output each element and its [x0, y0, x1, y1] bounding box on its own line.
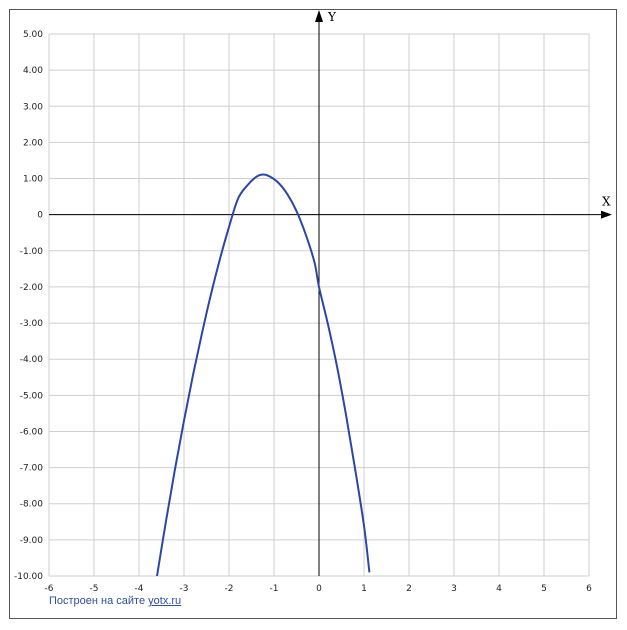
axes — [49, 10, 612, 576]
x-tick-label: -3 — [180, 584, 189, 594]
y-tick-label: 1.00 — [23, 175, 43, 185]
x-tick-label: -4 — [135, 584, 144, 594]
x-tick-label: 4 — [496, 584, 502, 594]
x-tick-label: -6 — [45, 584, 54, 594]
x-tick-label: 2 — [406, 584, 412, 594]
x-tick-label: 5 — [541, 584, 547, 594]
chart-frame — [9, 9, 617, 619]
series — [156, 173, 371, 577]
y-tick-label: -3.00 — [20, 319, 44, 329]
x-tick-label: 6 — [586, 584, 592, 594]
y-tick-label: -1.00 — [20, 247, 44, 257]
y-tick-label: 3.00 — [23, 102, 43, 112]
y-tick-label: -10.00 — [14, 572, 43, 582]
series-line — [156, 173, 371, 577]
y-axis-name: Y — [327, 10, 337, 24]
x-tick-label: 0 — [316, 584, 322, 594]
y-axis-arrow — [315, 10, 323, 22]
y-tick-label: -4.00 — [20, 355, 44, 365]
y-tick-label: -2.00 — [20, 283, 44, 293]
y-tick-label: 2.00 — [23, 138, 43, 148]
y-tick-label: -7.00 — [20, 464, 44, 474]
x-axis-name: X — [602, 195, 611, 209]
site-credit: Построен на сайте yotx.ru — [49, 595, 181, 607]
tick-labels: -6 -5 -4 -3 -2 -1 0 1 2 3 4 5 6 5.00 4.00 3.00 2.00 1.00 0… — [14, 30, 592, 594]
x-tick-label: 1 — [361, 584, 367, 594]
y-tick-label: -9.00 — [20, 536, 44, 546]
y-tick-label: 4.00 — [23, 66, 43, 76]
credit-prefix: Построен на сайте — [49, 595, 149, 607]
credit-link[interactable]: yotx.ru — [148, 595, 182, 607]
y-tick-label: -8.00 — [20, 500, 44, 510]
y-tick-label: 0 — [37, 211, 43, 221]
x-tick-label: -2 — [225, 584, 234, 594]
y-tick-label: 5.00 — [23, 30, 43, 40]
x-tick-label: 3 — [451, 584, 457, 594]
x-tick-label: -1 — [270, 584, 279, 594]
y-tick-label: -6.00 — [20, 427, 44, 437]
x-tick-label: -5 — [90, 584, 99, 594]
y-tick-label: -5.00 — [20, 391, 44, 401]
x-axis-arrow — [601, 210, 612, 219]
